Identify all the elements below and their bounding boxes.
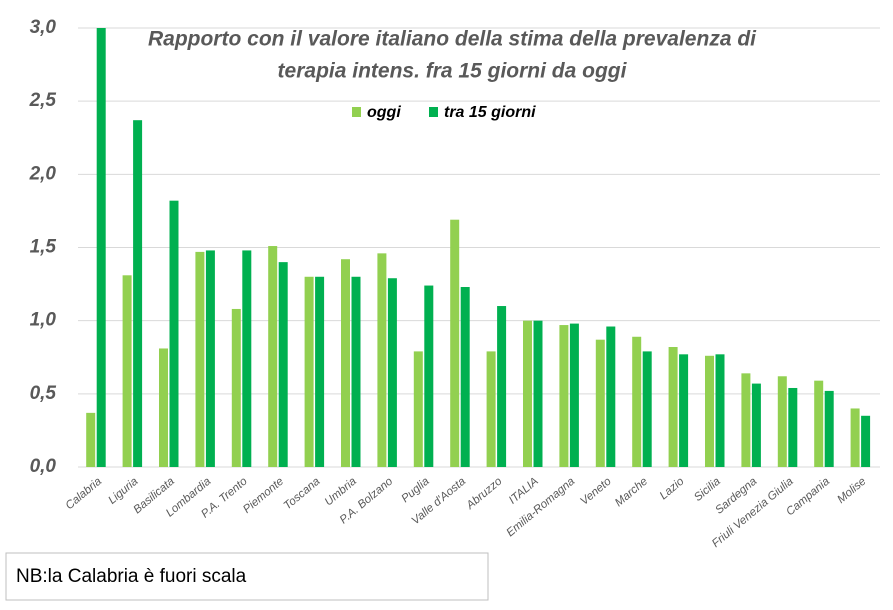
y-tick-label: 2,0 xyxy=(29,163,57,184)
bar xyxy=(523,320,532,467)
bar xyxy=(788,387,798,467)
bar xyxy=(533,320,543,467)
chart-title: Rapporto con il valore italiano della st… xyxy=(148,28,757,51)
bar xyxy=(777,376,787,467)
bar xyxy=(861,415,871,467)
bar xyxy=(424,285,434,467)
bar xyxy=(679,354,689,467)
bar xyxy=(159,348,168,467)
y-tick-label: 1,5 xyxy=(30,237,57,258)
bar xyxy=(705,355,714,467)
bar xyxy=(231,308,241,467)
bar xyxy=(751,383,761,467)
y-tick-label: 0,0 xyxy=(30,456,57,477)
bar xyxy=(814,380,824,467)
bar xyxy=(741,373,751,467)
bar xyxy=(304,276,314,467)
bar xyxy=(122,275,132,467)
bar xyxy=(486,351,496,467)
bar xyxy=(460,287,470,467)
y-tick-label: 0,5 xyxy=(30,383,57,404)
legend-label: tra 15 giorni xyxy=(444,104,536,121)
bar xyxy=(450,219,460,467)
bar xyxy=(642,351,652,467)
y-tick-label: 1,0 xyxy=(30,310,57,331)
bar xyxy=(242,250,252,467)
bar xyxy=(668,347,678,467)
bar xyxy=(387,278,397,467)
bar xyxy=(715,354,725,467)
note-box xyxy=(5,552,489,601)
bar xyxy=(86,412,96,467)
y-tick-label: 3,0 xyxy=(30,17,57,38)
bar xyxy=(595,339,605,467)
legend-label: oggi xyxy=(367,104,401,121)
note: NB:la Calabria è fuori scala xyxy=(16,566,247,587)
bar xyxy=(606,326,616,467)
bar xyxy=(850,408,860,467)
bar xyxy=(268,246,278,467)
chart-title: terapia intens. fra 15 giorni da oggi xyxy=(278,60,628,83)
bar xyxy=(413,351,423,467)
bar xyxy=(632,336,642,467)
bar xyxy=(351,276,361,467)
bar xyxy=(133,120,143,467)
y-tick-label: 2,5 xyxy=(29,90,57,111)
bar xyxy=(278,262,288,467)
bar xyxy=(377,253,387,467)
bar xyxy=(341,259,350,467)
bar xyxy=(205,250,215,467)
bar xyxy=(315,276,325,467)
bar xyxy=(559,325,569,467)
bar xyxy=(569,323,579,467)
bar xyxy=(497,306,507,467)
bar xyxy=(824,390,834,467)
legend-swatch xyxy=(352,107,361,117)
bar xyxy=(169,200,179,467)
bar xyxy=(195,251,205,467)
bar xyxy=(96,28,106,467)
legend-swatch xyxy=(429,107,438,117)
